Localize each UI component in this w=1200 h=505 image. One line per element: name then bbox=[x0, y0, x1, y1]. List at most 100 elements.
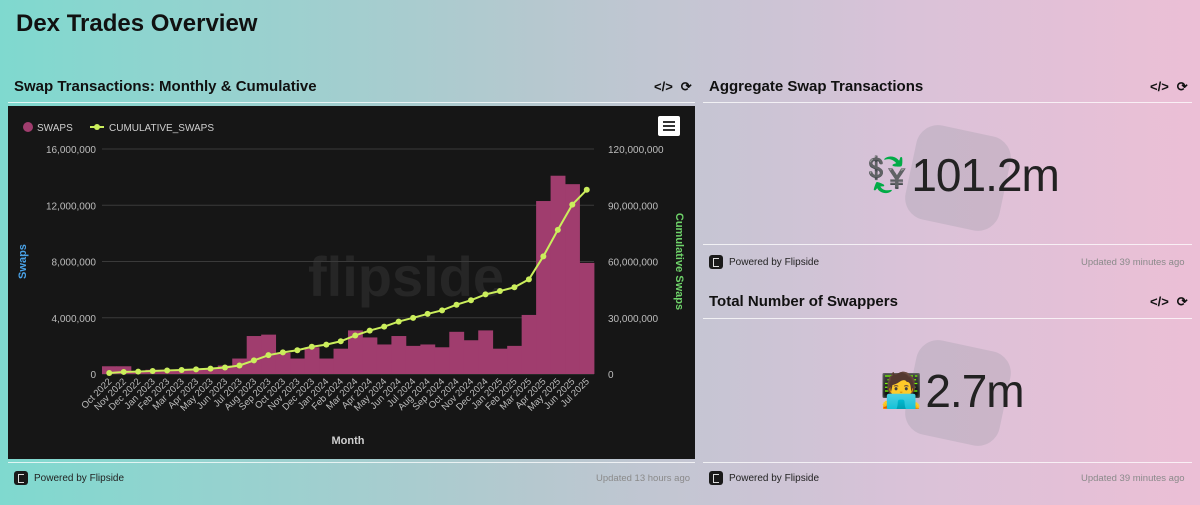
point-cumulative-swaps bbox=[178, 366, 185, 373]
page-title: Dex Trades Overview bbox=[16, 10, 258, 37]
y-tick-label: 16,000,000 bbox=[46, 145, 96, 156]
aggregate-toolbar: </> ⟳ bbox=[1150, 79, 1188, 95]
point-cumulative-swaps bbox=[453, 301, 460, 308]
bar-swaps bbox=[550, 175, 566, 374]
point-cumulative-swaps bbox=[265, 352, 272, 359]
bar-swaps bbox=[492, 348, 508, 374]
bar-swaps bbox=[565, 184, 580, 374]
bar-swaps bbox=[391, 336, 407, 374]
embed-code-icon[interactable]: </> bbox=[654, 79, 673, 94]
point-cumulative-swaps bbox=[395, 318, 402, 325]
chart-menu-button[interactable] bbox=[658, 116, 680, 136]
point-cumulative-swaps bbox=[149, 368, 156, 374]
y2-tick-label: 120,000,000 bbox=[608, 145, 664, 156]
flipside-logo-icon bbox=[14, 471, 28, 485]
y-tick-label: 12,000,000 bbox=[46, 201, 96, 212]
bar-swaps bbox=[536, 201, 551, 374]
point-cumulative-swaps bbox=[106, 369, 113, 376]
legend-label-cumulative: CUMULATIVE_SWAPS bbox=[109, 123, 214, 134]
divider bbox=[8, 102, 695, 103]
y-axis-label: Swaps bbox=[17, 244, 29, 279]
powered-by[interactable]: Powered by Flipside bbox=[709, 471, 819, 485]
updated-label: Updated 39 minutes ago bbox=[1081, 257, 1185, 268]
bar-swaps bbox=[579, 262, 595, 374]
bar-swaps bbox=[275, 352, 291, 374]
refresh-icon[interactable]: ⟳ bbox=[680, 79, 692, 94]
bar-swaps bbox=[434, 347, 450, 374]
aggregate-kpi: 💱 101.2m bbox=[866, 148, 1060, 202]
point-cumulative-swaps bbox=[410, 314, 417, 321]
divider bbox=[703, 318, 1192, 319]
y-tick-label: 8,000,000 bbox=[52, 258, 97, 269]
swappers-panel-title: Total Number of Swappers bbox=[709, 293, 898, 310]
point-cumulative-swaps bbox=[164, 367, 171, 374]
bar-swaps bbox=[420, 344, 436, 374]
point-cumulative-swaps bbox=[381, 323, 388, 330]
point-cumulative-swaps bbox=[250, 357, 257, 364]
powered-by[interactable]: Powered by Flipside bbox=[709, 255, 819, 269]
point-cumulative-swaps bbox=[366, 327, 373, 334]
powered-by-label: Powered by Flipside bbox=[729, 256, 820, 268]
line-cumulative-swaps bbox=[109, 189, 588, 374]
bar-swaps bbox=[290, 358, 305, 374]
divider bbox=[8, 462, 695, 463]
divider bbox=[703, 244, 1192, 245]
divider bbox=[703, 462, 1192, 463]
bar-swaps bbox=[521, 314, 537, 374]
legend-swatch-cumulative bbox=[94, 124, 100, 130]
y-tick-label: 0 bbox=[90, 370, 96, 381]
bar-swaps bbox=[463, 340, 479, 374]
chart-panel-title: Swap Transactions: Monthly & Cumulative bbox=[14, 78, 317, 95]
point-cumulative-swaps bbox=[583, 186, 590, 193]
x-axis-label: Month bbox=[332, 435, 365, 447]
swappers-toolbar: </> ⟳ bbox=[1150, 294, 1188, 310]
bar-swaps bbox=[405, 345, 421, 374]
point-cumulative-swaps bbox=[468, 297, 474, 304]
technologist-icon: 🧑‍💻 bbox=[880, 372, 922, 410]
y2-tick-label: 30,000,000 bbox=[608, 314, 658, 325]
point-cumulative-swaps bbox=[135, 368, 142, 375]
bar-swaps bbox=[348, 330, 363, 374]
point-cumulative-swaps bbox=[439, 307, 446, 314]
point-cumulative-swaps bbox=[511, 284, 518, 291]
point-cumulative-swaps bbox=[569, 201, 576, 208]
bar-swaps bbox=[507, 345, 523, 374]
legend-label-swaps: SWAPS bbox=[37, 123, 73, 134]
bar-swaps bbox=[246, 336, 262, 374]
bar-swaps bbox=[362, 337, 378, 374]
point-cumulative-swaps bbox=[352, 332, 359, 339]
y2-tick-label: 90,000,000 bbox=[608, 201, 658, 212]
refresh-icon[interactable]: ⟳ bbox=[1176, 79, 1188, 94]
updated-label: Updated 39 minutes ago bbox=[1081, 473, 1185, 484]
point-cumulative-swaps bbox=[323, 341, 330, 348]
bar-swaps bbox=[319, 358, 334, 374]
swappers-kpi: 🧑‍💻 2.7m bbox=[880, 364, 1025, 418]
point-cumulative-swaps bbox=[308, 343, 315, 350]
point-cumulative-swaps bbox=[294, 347, 301, 354]
swaps-chart: flipside04,000,0008,000,00012,000,00016,… bbox=[17, 122, 685, 447]
point-cumulative-swaps bbox=[424, 310, 431, 317]
point-cumulative-swaps bbox=[540, 253, 547, 260]
powered-by[interactable]: Powered by Flipside bbox=[14, 471, 124, 485]
embed-code-icon[interactable]: </> bbox=[1150, 294, 1169, 309]
point-cumulative-swaps bbox=[279, 349, 286, 356]
y-tick-label: 4,000,000 bbox=[52, 314, 97, 325]
divider bbox=[703, 102, 1192, 103]
point-cumulative-swaps bbox=[236, 362, 243, 369]
point-cumulative-swaps bbox=[337, 338, 344, 345]
y2-tick-label: 60,000,000 bbox=[608, 258, 658, 269]
point-cumulative-swaps bbox=[207, 365, 214, 372]
y2-axis-label: Cumulative Swaps bbox=[673, 213, 685, 310]
aggregate-value: 101.2m bbox=[911, 149, 1059, 201]
point-cumulative-swaps bbox=[496, 288, 503, 295]
point-cumulative-swaps bbox=[193, 366, 200, 373]
refresh-icon[interactable]: ⟳ bbox=[1176, 294, 1188, 309]
point-cumulative-swaps bbox=[120, 368, 127, 375]
currency-exchange-icon: 💱 bbox=[866, 156, 908, 194]
flipside-logo-icon bbox=[709, 255, 723, 269]
embed-code-icon[interactable]: </> bbox=[1150, 79, 1169, 94]
bar-swaps bbox=[376, 344, 392, 374]
bar-swaps bbox=[333, 348, 349, 374]
chart-panel-toolbar: </> ⟳ bbox=[654, 79, 692, 95]
updated-label: Updated 13 hours ago bbox=[596, 473, 691, 484]
